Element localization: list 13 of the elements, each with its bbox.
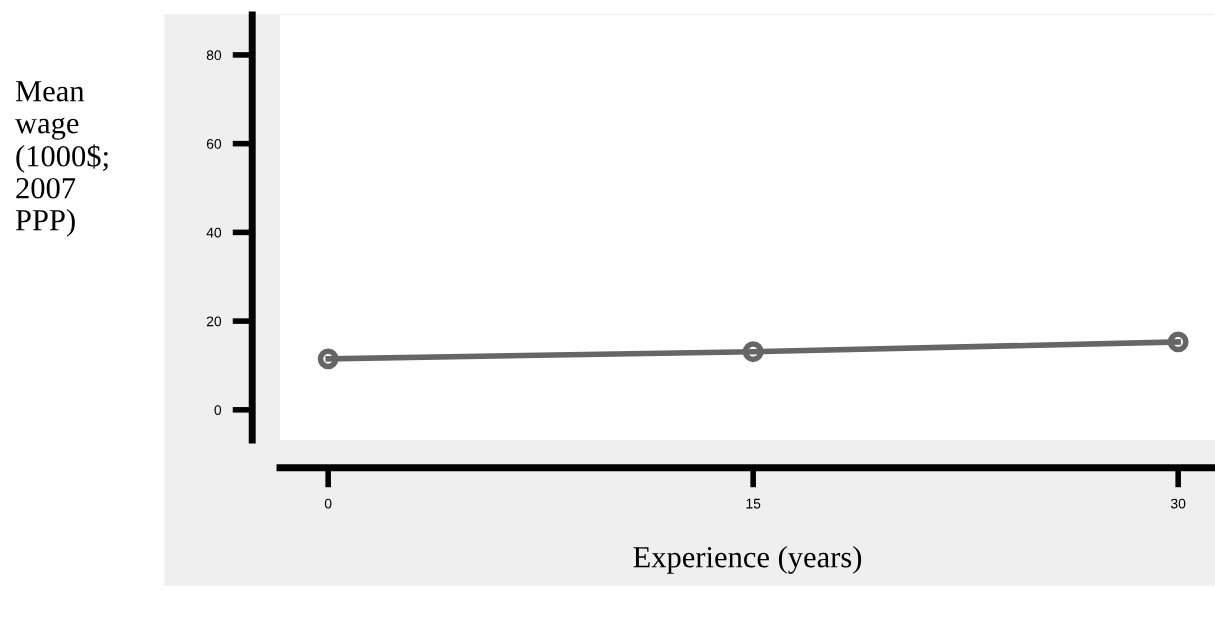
y-tick-label: 40 [206, 227, 222, 238]
y-tick-label: 80 [206, 50, 222, 61]
y-axis-title: Mean wage (1000$; 2007 PPP) [15, 81, 108, 237]
x-tick-label: 30 [1170, 498, 1186, 509]
point [317, 348, 339, 370]
y-tick-label: 0 [214, 405, 222, 415]
x-tick-label: 0 [324, 498, 332, 509]
y-tick-label: 60 [206, 138, 222, 149]
x-tick-label: 15 [746, 498, 761, 509]
y-tick-label: 20 [206, 316, 222, 327]
point [742, 341, 764, 363]
point [1167, 331, 1189, 353]
x-axis-title: Experience (years) [633, 546, 862, 574]
